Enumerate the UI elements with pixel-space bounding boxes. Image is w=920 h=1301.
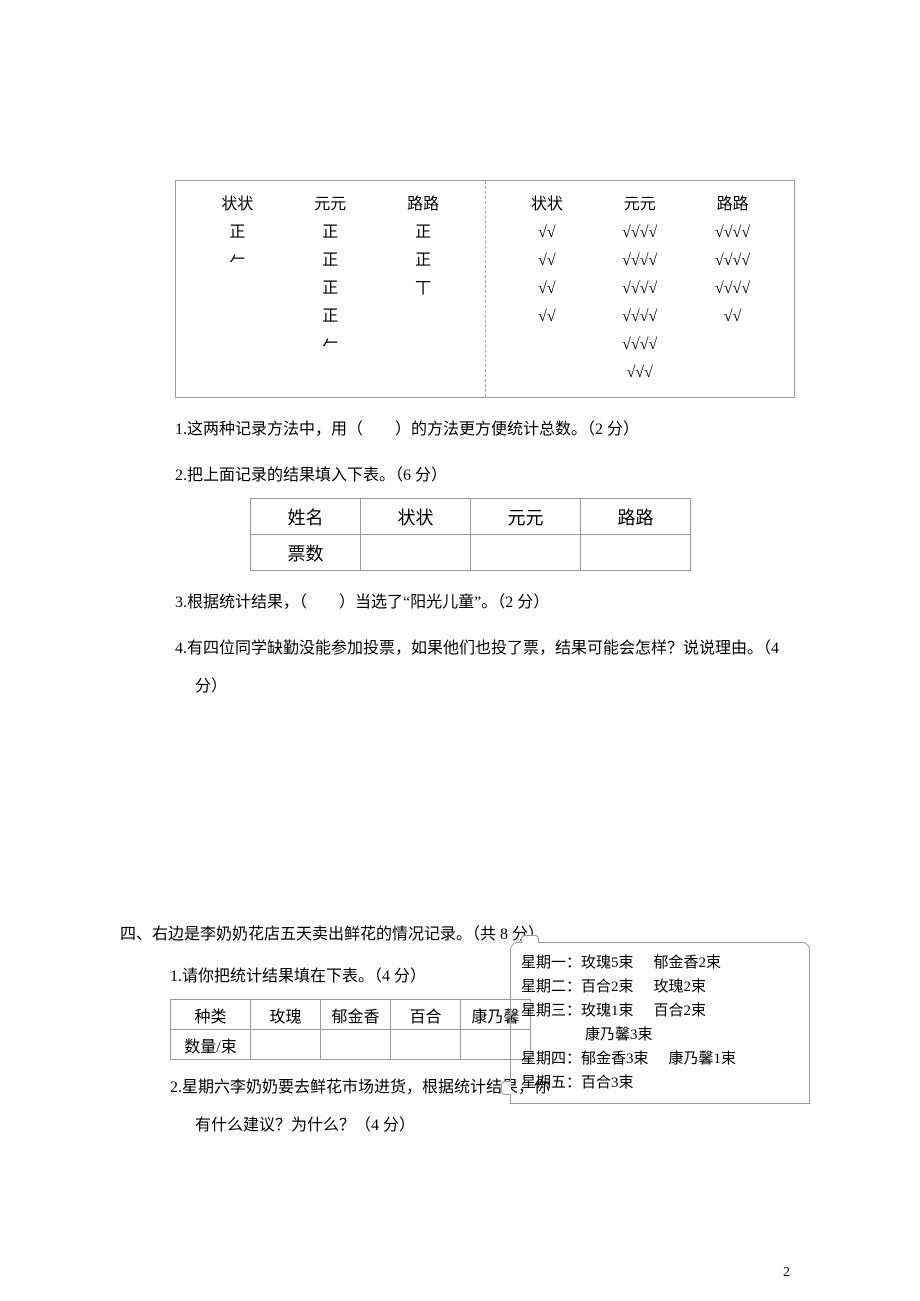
nt-r1c0: 票数 — [251, 535, 361, 571]
tr-r5c1: √√√ — [593, 359, 686, 387]
nt-r0c2: 元元 — [471, 499, 581, 535]
ft-r0c2: 郁金香 — [321, 1000, 391, 1030]
tl-r1c0: 𠂉 — [191, 247, 284, 275]
tl-r0c0: 正 — [191, 219, 284, 247]
tr-r4c0 — [501, 331, 594, 359]
flower-record-box: 星期一：玫瑰5束 郁金香2束 星期二：百合2束 玫瑰2束 星期三：玫瑰1束 百合… — [510, 942, 810, 1104]
tr-r5c0 — [501, 359, 594, 387]
box-tab-icon — [521, 935, 539, 943]
tr-r5c2 — [686, 359, 779, 387]
ft-r0c1: 玫瑰 — [251, 1000, 321, 1030]
name-vote-table: 姓名 状状 元元 路路 票数 — [250, 498, 691, 571]
question-3: 3.根据统计结果，（ ）当选了“阳光儿童”。（2 分） — [175, 589, 800, 617]
fr-l3a: 星期三：玫瑰1束 — [521, 999, 634, 1023]
question-2: 2.把上面记录的结果填入下表。（6 分） — [175, 462, 800, 490]
tr-r2c2: √√√√ — [686, 275, 779, 303]
fr-l3b: 百合2束 — [654, 999, 707, 1023]
tally-left-h3: 路路 — [377, 191, 470, 219]
tr-r4c2 — [686, 331, 779, 359]
tl-r2c0 — [191, 275, 284, 303]
tl-r4c1: 𠂉 — [284, 331, 377, 359]
ft-r0c0: 种类 — [171, 1000, 251, 1030]
ft-r1c1 — [251, 1030, 321, 1060]
tr-r1c2: √√√√ — [686, 247, 779, 275]
fr-l5a: 星期五：百合3束 — [521, 1071, 799, 1095]
tl-r4c2 — [377, 331, 470, 359]
question-1: 1.这两种记录方法中，用（ ）的方法更方便统计总数。（2 分） — [175, 416, 800, 444]
fr-l2a: 星期二：百合2束 — [521, 975, 634, 999]
tr-r1c1: √√√√ — [593, 247, 686, 275]
nt-r1c1 — [361, 535, 471, 571]
tl-r0c1: 正 — [284, 219, 377, 247]
question-4b: 分） — [195, 673, 800, 701]
nt-r0c3: 路路 — [581, 499, 691, 535]
box-left-tab-icon — [501, 1081, 511, 1095]
tr-r0c2: √√√√ — [686, 219, 779, 247]
section-4-sub2b: 有什么建议？为什么？（4 分） — [195, 1112, 800, 1140]
tl-r1c2: 正 — [377, 247, 470, 275]
fr-l1b: 郁金香2束 — [654, 951, 722, 975]
tally-right: 状状 元元 路路 √√√√√√√√√√ √√√√√√√√√√ √√√√√√√√√… — [486, 181, 795, 397]
tl-r2c1: 正 — [284, 275, 377, 303]
tl-r2c2: 丅 — [377, 275, 470, 303]
tally-left-h2: 元元 — [284, 191, 377, 219]
fr-l4a: 星期四：郁金香3束 — [521, 1047, 649, 1071]
tally-right-h2: 元元 — [593, 191, 686, 219]
question-4a: 4.有四位同学缺勤没能参加投票，如果他们也投了票，结果可能会怎样？说说理由。（4 — [175, 635, 800, 663]
fr-l4b: 康乃馨1束 — [669, 1047, 737, 1071]
tr-r4c1: √√√√ — [593, 331, 686, 359]
tr-r2c1: √√√√ — [593, 275, 686, 303]
nt-r0c0: 姓名 — [251, 499, 361, 535]
tr-r3c1: √√√√ — [593, 303, 686, 331]
tl-r3c1: 正 — [284, 303, 377, 331]
tally-left-h1: 状状 — [191, 191, 284, 219]
flower-stat-table: 种类 玫瑰 郁金香 百合 康乃馨 数量/束 — [170, 999, 531, 1060]
tally-left: 状状 元元 路路 正正正 𠂉正正 正丅 正 𠂉 — [176, 181, 486, 397]
tl-r0c2: 正 — [377, 219, 470, 247]
nt-r1c2 — [471, 535, 581, 571]
fr-l3c: 康乃馨3束 — [585, 1023, 799, 1047]
tl-r3c2 — [377, 303, 470, 331]
tl-r1c1: 正 — [284, 247, 377, 275]
ft-r1c3 — [391, 1030, 461, 1060]
ft-r1c2 — [321, 1030, 391, 1060]
tally-right-h3: 路路 — [686, 191, 779, 219]
fr-l2b: 玫瑰2束 — [654, 975, 707, 999]
nt-r1c3 — [581, 535, 691, 571]
nt-r0c1: 状状 — [361, 499, 471, 535]
tally-record-box: 状状 元元 路路 正正正 𠂉正正 正丅 正 𠂉 状状 元元 路路 √√√√√√√… — [175, 180, 795, 398]
ft-r0c3: 百合 — [391, 1000, 461, 1030]
tr-r3c2: √√ — [686, 303, 779, 331]
page-number: 2 — [783, 1265, 790, 1281]
tl-r4c0 — [191, 331, 284, 359]
tr-r3c0: √√ — [501, 303, 594, 331]
tally-right-h1: 状状 — [501, 191, 594, 219]
tr-r2c0: √√ — [501, 275, 594, 303]
tr-r1c0: √√ — [501, 247, 594, 275]
tl-r3c0 — [191, 303, 284, 331]
ft-r1c0: 数量/束 — [171, 1030, 251, 1060]
fr-l1a: 星期一：玫瑰5束 — [521, 951, 634, 975]
tr-r0c0: √√ — [501, 219, 594, 247]
tr-r0c1: √√√√ — [593, 219, 686, 247]
